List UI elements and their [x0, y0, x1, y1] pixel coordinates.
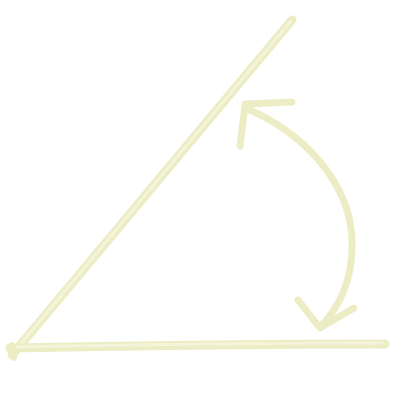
angle-arc-group: [236, 98, 358, 332]
baseline-ray-highlight: [10, 341, 384, 349]
angle-rays: [5, 15, 390, 361]
arc-arrowhead-top: [236, 98, 296, 150]
arc-arrowhead-bottom: [294, 296, 358, 332]
diagonal-ray-highlight: [12, 20, 292, 354]
angle-arc: [241, 104, 356, 329]
vertex-mark: [9, 342, 17, 361]
